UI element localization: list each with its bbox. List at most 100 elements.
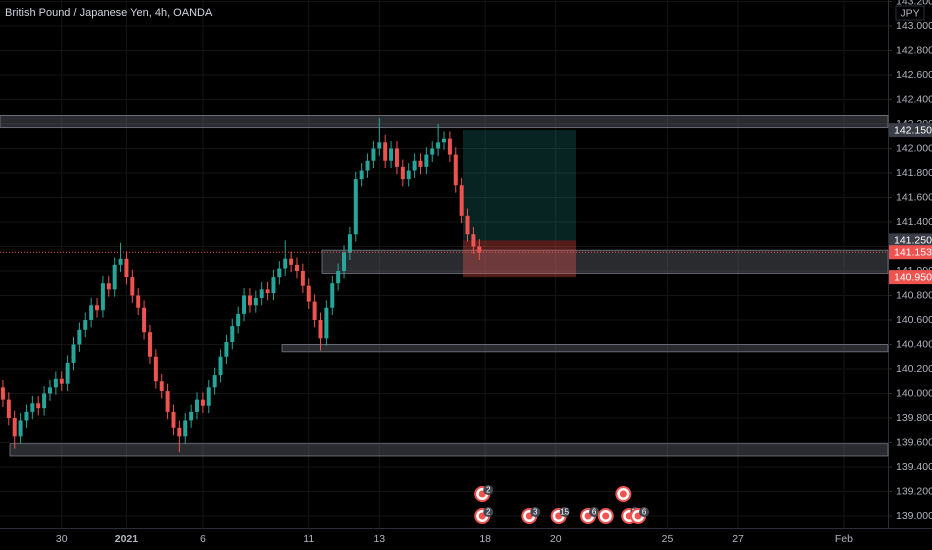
- candle-body: [71, 344, 76, 363]
- candle-body: [371, 148, 376, 161]
- candle-body: [147, 332, 152, 357]
- event-count: 2: [486, 508, 491, 517]
- candle-body: [47, 387, 52, 394]
- candle-body: [359, 170, 364, 180]
- x-tick-label: 25: [662, 533, 674, 545]
- event-flag: [619, 490, 627, 498]
- currency-box: [895, 5, 925, 21]
- candle-body: [230, 326, 235, 343]
- candle-body: [95, 305, 100, 311]
- candle-body: [106, 283, 111, 290]
- candle-body: [247, 295, 252, 306]
- candle-body: [389, 148, 394, 161]
- candle-body: [12, 417, 17, 437]
- candle-body: [30, 403, 35, 412]
- candle-body: [59, 378, 64, 384]
- y-tick-label: 142.000: [896, 142, 932, 154]
- zone: [281, 344, 889, 353]
- candle-body: [477, 246, 482, 253]
- candle-body: [377, 142, 382, 149]
- candle-body: [153, 356, 158, 382]
- candle-body: [418, 160, 423, 167]
- candle-body: [242, 295, 247, 314]
- candle-body: [365, 160, 370, 171]
- price-tag-label: 140.950: [894, 271, 932, 283]
- price-tag: [889, 270, 932, 285]
- candle-body: [100, 283, 105, 311]
- candle-body: [124, 258, 129, 278]
- candle-body: [253, 297, 258, 306]
- candle-body: [394, 148, 399, 167]
- candle-body: [353, 179, 358, 235]
- candle-body: [42, 393, 47, 409]
- event-count: 6: [642, 508, 647, 517]
- price-tag-label: 142.150: [894, 124, 932, 136]
- candle-body: [189, 411, 194, 421]
- event-count: 6: [592, 508, 597, 517]
- candle-body: [36, 403, 41, 409]
- candle-body: [77, 329, 82, 345]
- candle-body: [195, 399, 200, 412]
- event-badge: [559, 507, 570, 517]
- candle-body: [424, 154, 429, 167]
- event-badge: [589, 507, 600, 517]
- event-count: 15: [560, 508, 569, 517]
- y-tick-label: 140.000: [896, 387, 932, 399]
- candle-body: [130, 277, 135, 296]
- y-tick-label: 140.800: [896, 289, 932, 301]
- y-tick-label: 142.400: [896, 93, 932, 105]
- zone: [9, 443, 889, 457]
- zones: [0, 115, 889, 457]
- candle-body: [136, 295, 141, 308]
- candle-body: [306, 285, 311, 302]
- x-tick-label: 20: [550, 533, 562, 545]
- candle-body: [65, 362, 70, 384]
- y-tick-label: 142.600: [896, 69, 932, 81]
- candle-body: [212, 375, 217, 388]
- candle-body: [112, 264, 117, 290]
- x-tick-label: 2021: [115, 533, 139, 545]
- candle-body: [271, 277, 276, 294]
- candle-body: [165, 391, 170, 412]
- candle-body: [465, 215, 470, 235]
- candle-body: [412, 160, 417, 171]
- candle-body: [289, 258, 294, 265]
- y-tick-label: 139.800: [896, 412, 932, 424]
- candle-body: [83, 319, 88, 330]
- candle-body: [183, 420, 188, 437]
- candle-body: [265, 289, 270, 294]
- candle-body: [142, 307, 147, 333]
- candle-body: [324, 307, 329, 339]
- y-tick-label: 142.800: [896, 44, 932, 56]
- event-badge: [639, 507, 650, 517]
- candle-body: [342, 252, 347, 271]
- y-tick-label: 139.200: [896, 485, 932, 497]
- price-tag-label: 141.250: [894, 235, 932, 247]
- candle-body: [347, 234, 352, 253]
- price-tag: [889, 245, 932, 260]
- event-badge: [483, 485, 494, 495]
- candle-body: [206, 387, 211, 406]
- candle-body: [318, 319, 323, 339]
- candle-body: [259, 289, 264, 298]
- candle-body: [294, 264, 299, 271]
- y-tick-label: 140.200: [896, 363, 932, 375]
- event-count: 2: [486, 486, 491, 495]
- candle-body: [218, 356, 223, 376]
- x-tick-label: Feb: [835, 533, 853, 545]
- candle-body: [0, 387, 5, 400]
- x-tick-label: 30: [56, 533, 68, 545]
- y-tick-label: 139.000: [896, 510, 932, 522]
- event-badge: [483, 507, 494, 517]
- candle-body: [442, 138, 446, 143]
- candle-body: [459, 185, 464, 216]
- price-tag: [889, 233, 932, 248]
- candle-body: [336, 270, 341, 284]
- x-tick-label: 11: [303, 533, 314, 545]
- candles: [0, 117, 482, 453]
- candle-body: [453, 154, 458, 186]
- candle-body: [6, 399, 11, 418]
- price-tag: [889, 123, 932, 138]
